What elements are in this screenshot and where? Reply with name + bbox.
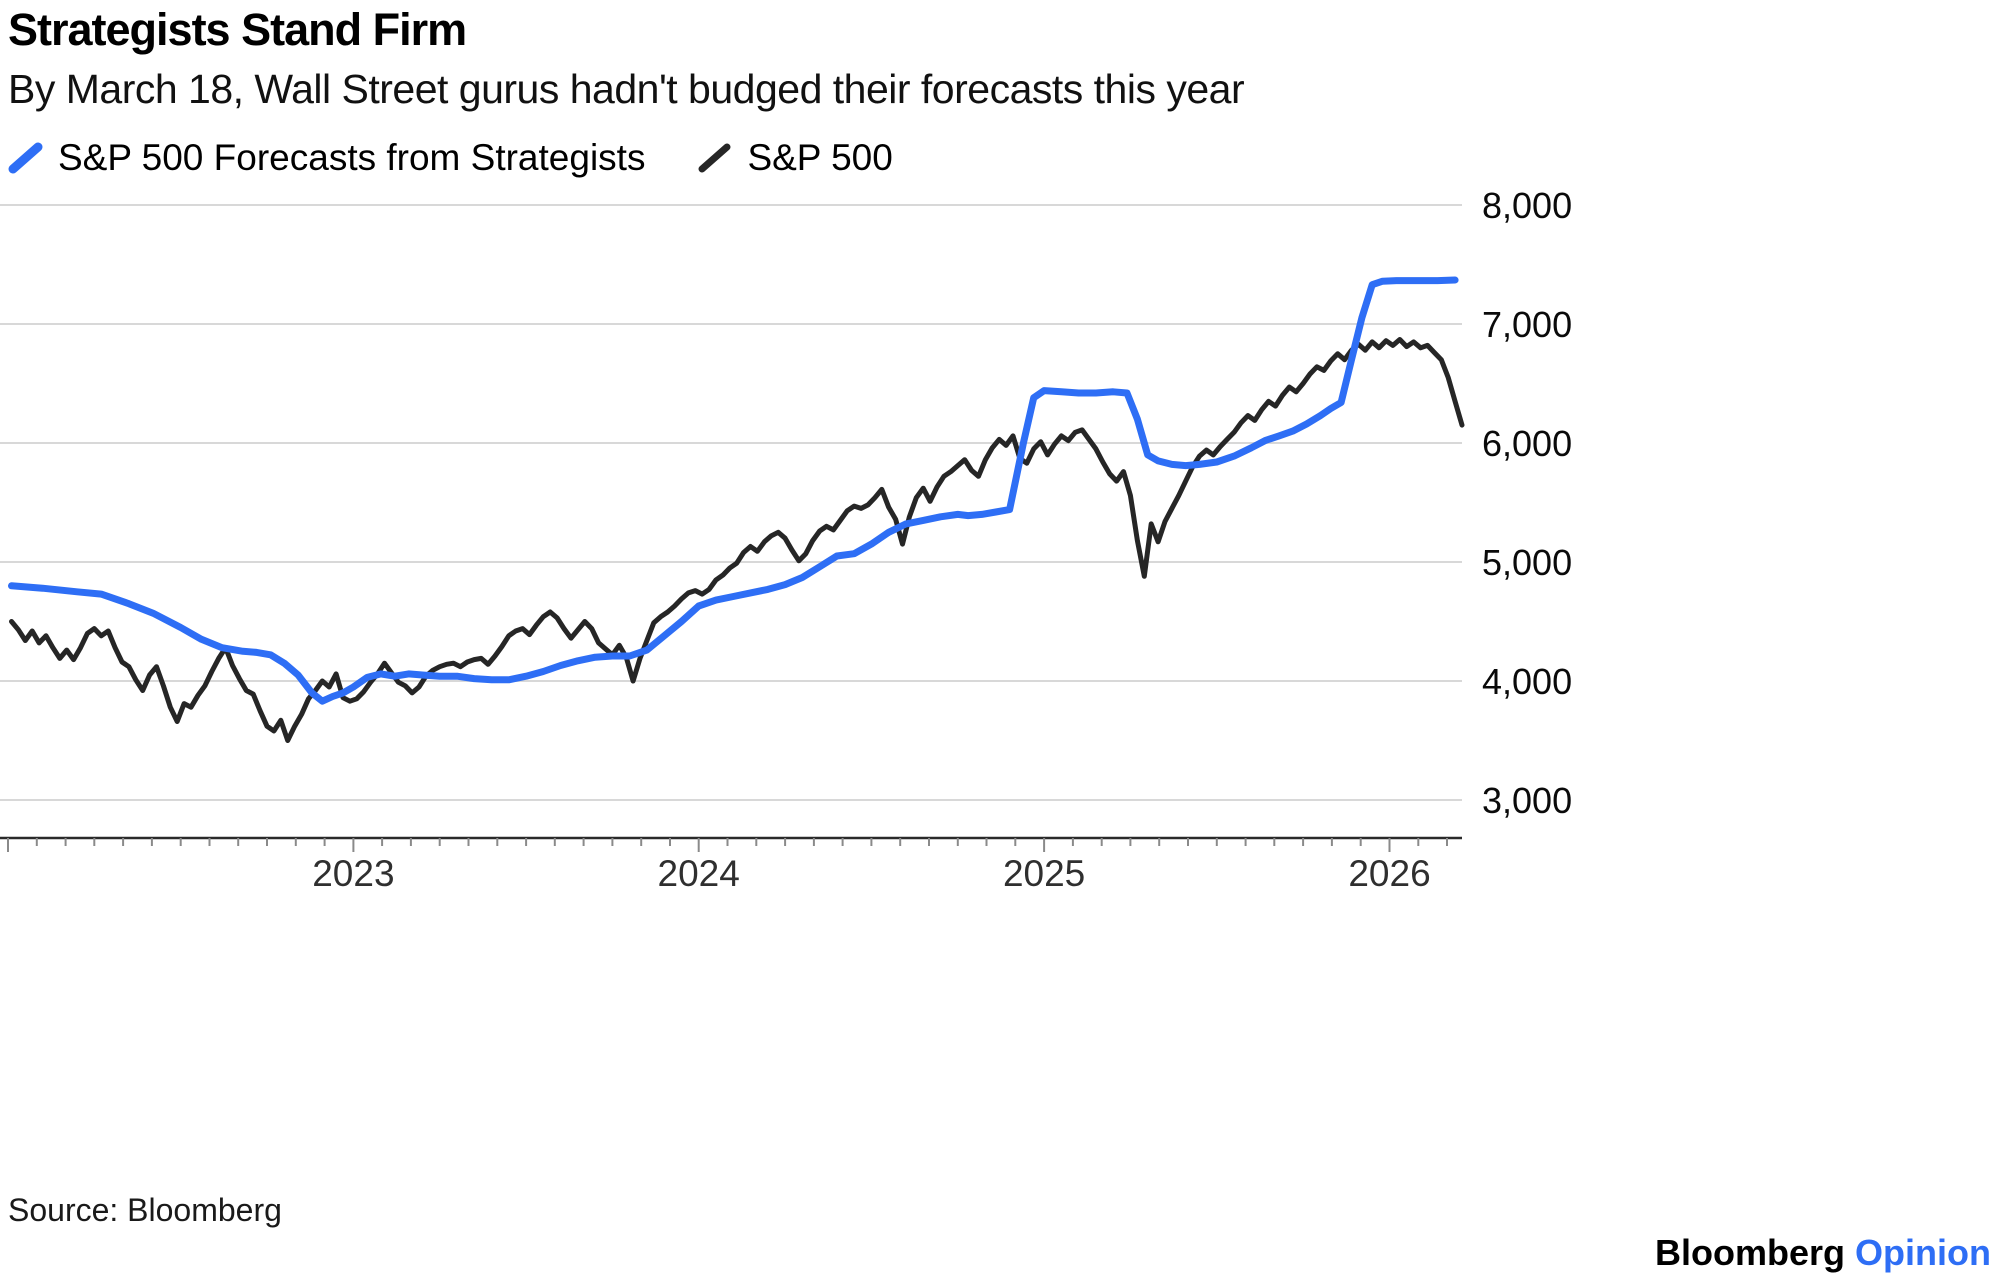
series-line-spx: [9, 337, 1465, 743]
line-swatch-icon: [698, 143, 731, 173]
legend-item-forecasts: S&P 500 Forecasts from Strategists: [8, 137, 645, 179]
line-swatch-icon: [8, 142, 43, 174]
page-title: Strategists Stand Firm: [8, 4, 467, 55]
chart-subtitle: By March 18, Wall Street gurus hadn't bu…: [8, 66, 1245, 112]
legend-label: S&P 500 Forecasts from Strategists: [58, 137, 646, 178]
y-axis-label: 4,000: [1482, 661, 1572, 702]
chart-legend: S&P 500 Forecasts from Strategists S&P 50…: [8, 137, 1997, 179]
legend-item-spx: S&P 500: [697, 137, 893, 179]
brand-opinion: Opinion: [1855, 1232, 1991, 1273]
y-axis-label: 6,000: [1482, 423, 1572, 464]
x-axis-label: 2025: [1003, 853, 1085, 894]
source-note: Source: Bloomberg: [8, 1192, 282, 1228]
x-axis-label: 2023: [312, 853, 394, 894]
series-line-forecasts: [8, 276, 1459, 705]
y-axis-label: 5,000: [1482, 542, 1572, 583]
chart-header: Strategists Stand Firm By March 18, Wall…: [8, 4, 1997, 179]
x-axis-label: 2024: [658, 853, 740, 894]
legend-label: S&P 500: [747, 137, 893, 178]
x-axis-label: 2026: [1348, 853, 1430, 894]
y-axis-label: 3,000: [1482, 780, 1572, 821]
brand-bloomberg: Bloomberg: [1655, 1232, 1846, 1273]
y-axis-label: 7,000: [1482, 304, 1572, 345]
y-axis-label: 8,000: [1482, 185, 1572, 226]
brand-logo: Bloomberg Opinion: [1655, 1232, 1991, 1274]
